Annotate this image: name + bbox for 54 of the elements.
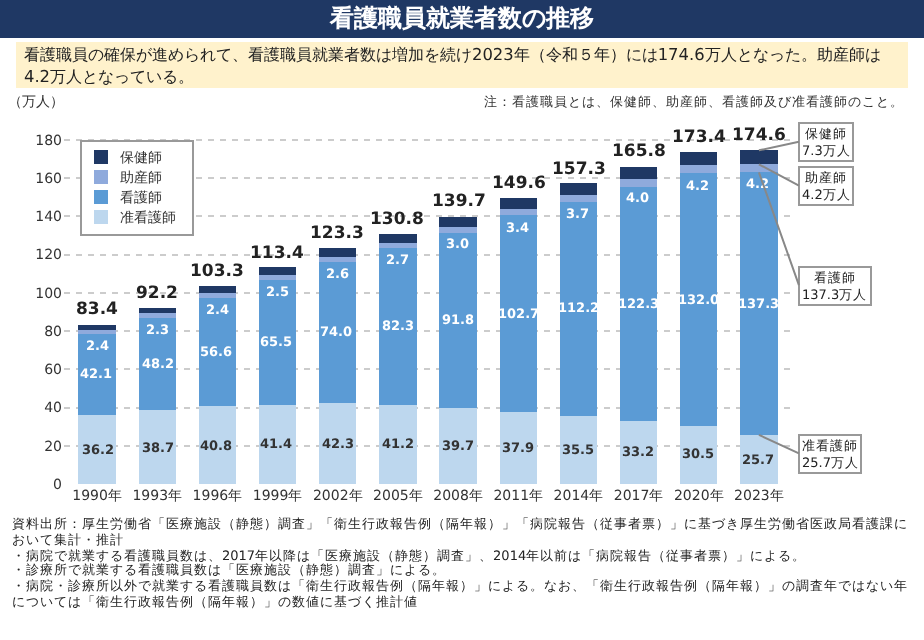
bar <box>258 279 297 405</box>
bar <box>680 165 718 174</box>
bar <box>439 408 477 484</box>
total-label: 123.3 <box>310 224 364 244</box>
bar <box>258 404 297 484</box>
bar <box>559 201 598 417</box>
bar <box>740 172 778 435</box>
bar <box>319 261 357 404</box>
bar <box>198 297 237 406</box>
bar <box>258 274 297 280</box>
bar <box>740 150 778 165</box>
bar <box>319 403 357 484</box>
bar <box>499 208 537 216</box>
bar <box>619 179 658 187</box>
chart-subtitle: 看護職員の確保が進められて、看護職員就業者数は増加を続け2023年（令和５年）には174.6万人となった。助産師は4.2万人となっている。 <box>16 42 908 88</box>
bar <box>379 247 417 406</box>
total-label: 165.8 <box>612 142 666 162</box>
bar <box>439 216 477 227</box>
bar <box>319 256 357 262</box>
bar <box>680 173 718 426</box>
bar <box>559 183 598 195</box>
bar <box>619 420 658 484</box>
bar <box>439 232 477 409</box>
chart-title: 看護職員就業者数の推移 <box>0 0 924 38</box>
bar <box>559 416 598 484</box>
bar <box>78 414 116 484</box>
total-label: 139.7 <box>432 192 486 212</box>
bar <box>499 197 537 209</box>
bar <box>619 186 658 421</box>
bar <box>198 405 237 484</box>
total-label: 157.3 <box>552 160 606 180</box>
bar <box>499 411 537 484</box>
bar <box>379 233 417 243</box>
bar <box>379 405 417 484</box>
bar <box>258 267 297 275</box>
bar <box>78 334 116 415</box>
bar <box>559 194 598 202</box>
bar <box>78 324 116 330</box>
bar <box>379 242 417 248</box>
total-label: 174.6 <box>732 126 786 146</box>
bar <box>619 166 658 180</box>
total-label: 83.4 <box>76 300 119 320</box>
total-label: 92.2 <box>136 284 179 304</box>
bar <box>138 410 176 484</box>
bar <box>680 152 718 166</box>
bar <box>319 248 357 257</box>
bar <box>439 226 477 233</box>
total-label: 113.4 <box>250 244 304 264</box>
bar <box>499 215 537 412</box>
total-label: 149.6 <box>492 174 546 194</box>
total-label: 103.3 <box>190 262 244 282</box>
bar <box>198 286 237 294</box>
total-label: 173.4 <box>672 128 726 148</box>
total-label: 130.8 <box>370 210 424 230</box>
